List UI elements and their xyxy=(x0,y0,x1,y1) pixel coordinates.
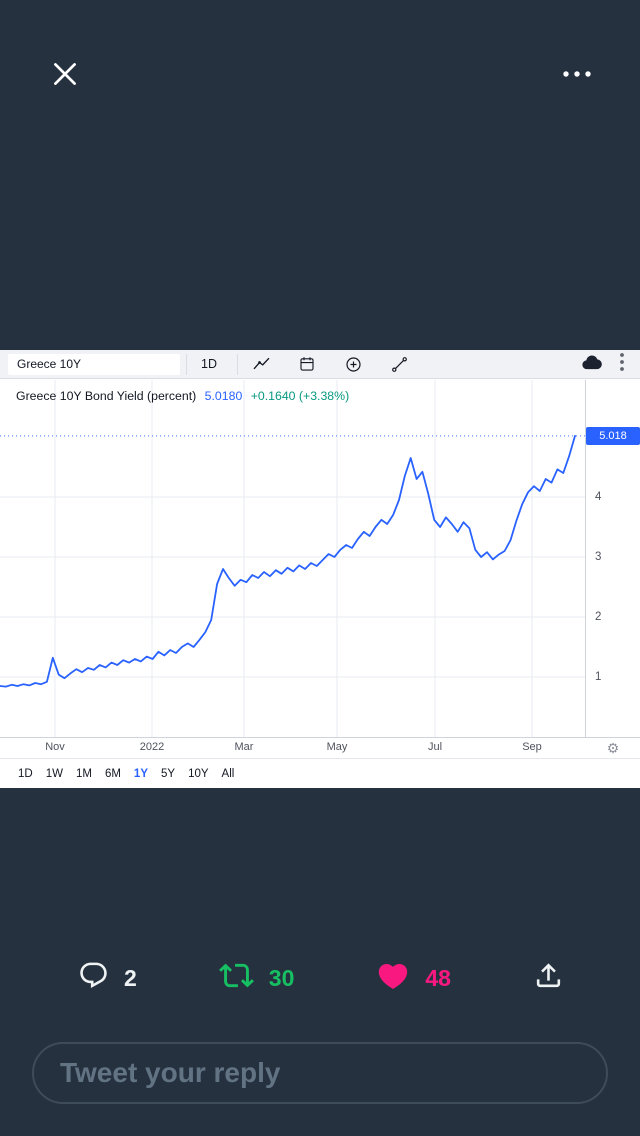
time-axis-label: May xyxy=(326,741,348,753)
price-axis-label: 1 xyxy=(595,671,602,683)
time-axis[interactable]: ⚙ Nov 2022 Mar May Jul Sep xyxy=(0,737,640,758)
like-count: 48 xyxy=(425,964,451,991)
range-button-all[interactable]: All xyxy=(221,767,235,780)
time-axis-label: Mar xyxy=(234,741,254,753)
range-button-6m[interactable]: 6M xyxy=(104,767,121,780)
time-axis-label: 2022 xyxy=(139,741,165,753)
cloud-save-button[interactable] xyxy=(574,350,608,379)
drawing-tools-button[interactable] xyxy=(376,350,422,379)
more-options-button[interactable] xyxy=(553,60,601,92)
close-button[interactable] xyxy=(44,55,86,97)
chart-legend: Greece 10Y Bond Yield (percent) 5.0180 +… xyxy=(16,389,349,403)
kebab-menu-icon xyxy=(619,352,625,377)
series-change: +0.1640 (+3.38%) xyxy=(250,389,350,403)
like-button[interactable]: 48 xyxy=(376,959,451,998)
toolbar-divider xyxy=(186,353,187,375)
more-horizontal-icon xyxy=(560,67,594,85)
toolbar-divider xyxy=(237,353,238,375)
heart-icon xyxy=(376,959,410,998)
reply-placeholder: Tweet your reply xyxy=(60,1057,281,1088)
chart-style-button[interactable] xyxy=(238,350,284,379)
retweet-button[interactable]: 30 xyxy=(218,958,295,998)
range-button-1y[interactable]: 1Y xyxy=(133,767,148,780)
interval-button[interactable]: 1D xyxy=(201,357,217,371)
chart-menu-button[interactable] xyxy=(608,350,636,379)
plus-circle-icon xyxy=(344,355,363,374)
price-axis-label: 2 xyxy=(595,611,602,623)
calendar-button[interactable] xyxy=(284,350,330,379)
reply-input[interactable]: Tweet your reply xyxy=(32,1042,608,1104)
chart-plot-area[interactable] xyxy=(0,380,585,737)
retweet-count: 30 xyxy=(268,964,295,991)
calendar-icon xyxy=(298,355,316,373)
range-button-1m[interactable]: 1M xyxy=(75,767,92,780)
time-axis-label: Jul xyxy=(427,741,443,753)
time-axis-label: Sep xyxy=(522,741,542,753)
gear-icon: ⚙ xyxy=(606,740,620,756)
reply-button[interactable]: 2 xyxy=(78,960,137,996)
range-button-10y[interactable]: 10Y xyxy=(188,767,209,780)
chart-toolbar: Greece 10Y 1D xyxy=(0,350,640,379)
share-button[interactable] xyxy=(533,960,564,996)
time-axis-label: Nov xyxy=(45,741,65,753)
range-selector: 1D 1W 1M 6M 1Y 5Y 10Y All xyxy=(0,758,640,788)
reply-count: 2 xyxy=(124,964,137,991)
series-last-value: 5.0180 xyxy=(204,389,243,403)
range-button-5y[interactable]: 5Y xyxy=(161,767,176,780)
symbol-search-input[interactable]: Greece 10Y xyxy=(8,353,180,375)
series-title: Greece 10Y Bond Yield (percent) xyxy=(16,389,197,403)
reply-icon xyxy=(78,960,109,996)
trend-line-icon xyxy=(390,355,409,374)
line-chart-icon xyxy=(252,355,271,374)
yield-line-chart xyxy=(0,380,585,737)
bond-yield-chart-panel: Greece 10Y 1D xyxy=(0,350,640,788)
range-button-1d[interactable]: 1D xyxy=(18,767,33,780)
range-button-1w[interactable]: 1W xyxy=(45,767,63,780)
price-axis-label: 4 xyxy=(595,491,602,503)
tweet-action-bar: 2 30 48 xyxy=(0,944,640,1012)
price-axis[interactable]: 1 2 3 4 xyxy=(585,380,640,737)
compare-button[interactable] xyxy=(330,350,376,379)
current-price-tag: 5.018 xyxy=(586,426,640,445)
close-icon xyxy=(48,57,82,96)
cloud-icon xyxy=(581,354,602,375)
retweet-icon xyxy=(218,958,254,998)
share-icon xyxy=(533,960,564,996)
price-axis-label: 3 xyxy=(595,551,602,563)
chart-settings-button[interactable]: ⚙ xyxy=(600,739,626,758)
